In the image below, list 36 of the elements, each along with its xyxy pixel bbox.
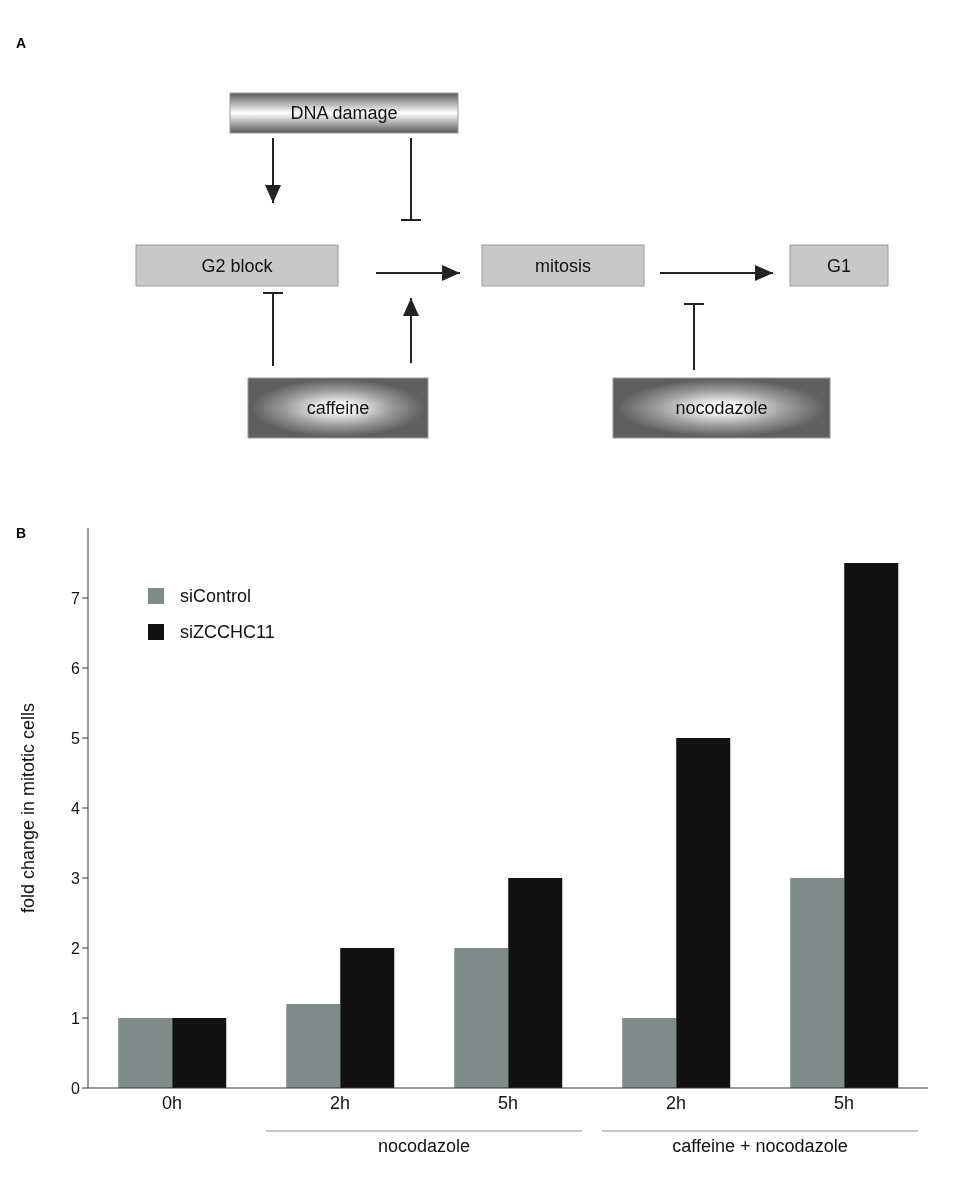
- bar: [454, 948, 509, 1088]
- legend-label: siControl: [180, 585, 252, 607]
- text: caffeine + nocodazole: [671, 1136, 849, 1157]
- bar: [508, 878, 563, 1088]
- bar: [172, 1018, 227, 1088]
- text: nocodazole: [376, 1136, 472, 1157]
- y-tick-label: 4: [71, 799, 81, 817]
- y-tick-label: 0: [71, 1079, 81, 1097]
- text: caffeine: [306, 398, 370, 418]
- bar: [118, 1018, 173, 1088]
- y-tick-label: 2: [71, 939, 81, 957]
- y-axis-title: fold change in mitotic cells: [18, 702, 39, 914]
- bar: [622, 1018, 677, 1088]
- y-tick-label: 5: [71, 729, 81, 747]
- bar: [844, 563, 899, 1088]
- x-tick-label: 2h: [665, 1092, 687, 1113]
- text: DNA damage: [290, 103, 398, 123]
- y-tick-label: 1: [71, 1009, 81, 1027]
- text: G2 block: [201, 255, 274, 276]
- y-tick-label: 6: [71, 659, 81, 677]
- x-tick-label: 5h: [497, 1092, 519, 1113]
- bar: [340, 948, 395, 1088]
- y-tick-label: 7: [71, 589, 81, 607]
- x-tick-label: 2h: [329, 1092, 351, 1113]
- legend-label: siZCCHC11: [180, 621, 275, 643]
- bar: [676, 738, 731, 1088]
- y-tick-label: 3: [71, 869, 81, 887]
- bar: [286, 1004, 341, 1088]
- x-tick-label: 5h: [833, 1092, 855, 1113]
- text: mitosis: [534, 255, 592, 276]
- chart-title: B: [16, 525, 27, 541]
- text: A: [16, 35, 27, 51]
- x-tick-label: 0h: [161, 1092, 183, 1113]
- text: G1: [826, 255, 852, 276]
- bar: [790, 878, 845, 1088]
- text: nocodazole: [675, 398, 768, 418]
